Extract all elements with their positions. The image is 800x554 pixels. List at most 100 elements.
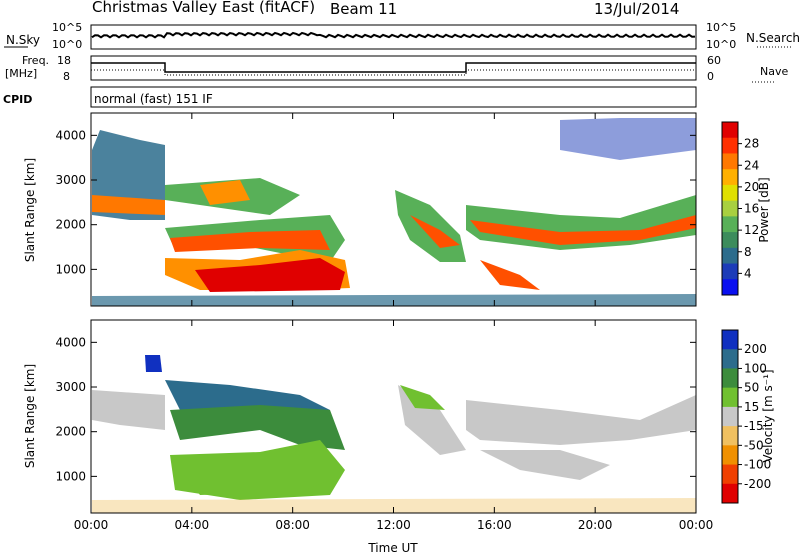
colorbar-swatch	[722, 464, 738, 485]
colorbar-tick-label: -200	[744, 477, 771, 491]
noise-sky-line	[91, 31, 696, 39]
nave-tick-bottom: 0	[707, 70, 714, 83]
colorbar-tick-label: 15	[744, 400, 759, 414]
cpid-text: normal (fast) 151 IF	[94, 92, 213, 106]
nave-tick-top: 60	[707, 54, 721, 67]
x-axis-label: Time UT	[367, 541, 418, 554]
colorbar-tick-label: -100	[744, 458, 771, 472]
colorbar-tick-label: 8	[744, 245, 752, 259]
echo-region	[195, 258, 345, 292]
x-tick-label: 12:00	[376, 518, 411, 532]
beam-title: Beam 11	[330, 0, 398, 18]
freq-trace	[91, 62, 696, 73]
freq-panel-frame	[90, 55, 697, 81]
colorbar-swatch	[722, 184, 738, 202]
power-y-axis: 1000 2000 3000 4000	[55, 128, 696, 276]
noise-left-tick-top: 10^5	[52, 21, 82, 34]
colorbar-swatch	[722, 349, 738, 369]
y-tick-label: 1000	[55, 469, 86, 483]
echo-region	[92, 195, 165, 215]
echo-region	[560, 118, 696, 160]
colorbar-swatch	[722, 122, 738, 139]
cpid-panel-frame	[90, 86, 697, 108]
colorbar-tick-label: 50	[744, 381, 759, 395]
x-tick-label: 00:00	[679, 518, 714, 532]
x-tick-label: 20:00	[578, 518, 613, 532]
freq-panel: Freq. [MHz] 18 8 60 0 Nave	[5, 54, 788, 83]
x-tick-label: 04:00	[175, 518, 210, 532]
date-title: 13/Jul/2014	[594, 0, 680, 18]
colorbar-tick-label: 16	[744, 202, 759, 216]
cpid-label: CPID	[3, 93, 32, 106]
echo-region	[145, 355, 162, 372]
colorbar-swatch	[722, 279, 738, 296]
noise-right-tick-bottom: 10^0	[706, 38, 736, 51]
y-tick-label: 3000	[55, 380, 86, 394]
colorbar-tick-label: 100	[744, 361, 767, 375]
noise-right-label: N.Search	[746, 31, 800, 45]
colorbar-swatch	[722, 153, 738, 170]
noise-trace	[91, 31, 696, 39]
nave-label: Nave	[760, 65, 788, 78]
cpid-panel: CPID normal (fast) 151 IF	[3, 86, 697, 108]
colorbar-swatch	[722, 406, 738, 427]
colorbar-swatch	[722, 200, 738, 217]
y-tick-label: 4000	[55, 128, 86, 142]
x-tick-label: 08:00	[275, 518, 310, 532]
y-tick-label: 2000	[55, 218, 86, 232]
colorbar-swatch	[722, 387, 738, 408]
noise-left-tick-bottom: 10^0	[52, 38, 82, 51]
x-axis: 00:00 04:00 08:00 12:00 16:00 20:00 00:00	[74, 113, 714, 532]
echo-region	[480, 260, 540, 290]
echo-region	[180, 460, 330, 495]
power-echo-regions	[92, 118, 696, 306]
colorbar-frame	[721, 329, 739, 504]
colorbar-swatch	[722, 263, 738, 280]
noise-left-label: N.Sky	[6, 33, 40, 47]
colorbar-tick-label: 4	[744, 266, 752, 280]
station-title: Christmas Valley East (fitACF)	[92, 0, 316, 16]
colorbar-tick-label: 12	[744, 223, 759, 237]
y-tick-label: 4000	[55, 335, 86, 349]
freq-tick-bottom: 8	[63, 70, 70, 83]
noise-panel: N.Sky 10^5 10^0 10^5 10^0 N.Search	[4, 21, 800, 51]
colorbar-tick-label: 24	[744, 158, 759, 172]
echo-region	[480, 450, 610, 480]
freq-label-2: [MHz]	[5, 67, 37, 80]
power-colorbar: 28 24 20 16 12 8 4	[721, 121, 759, 296]
velocity-ylabel: Slant Range [km]	[23, 364, 37, 468]
colorbar-tick-label: 20	[744, 180, 759, 194]
colorbar-tick-label: 28	[744, 137, 759, 151]
echo-region	[92, 498, 696, 513]
colorbar-swatch	[722, 368, 738, 389]
echo-region	[410, 215, 460, 248]
nave-trace	[91, 69, 696, 76]
echo-region	[170, 230, 330, 252]
colorbar-swatch	[722, 247, 738, 265]
colorbar-swatch	[722, 330, 738, 350]
echo-region	[200, 180, 250, 205]
colorbar-swatch	[722, 232, 738, 249]
noise-panel-frame	[90, 24, 697, 50]
velocity-colorbar: 200 100 50 15 -15 -50 -100 -200	[721, 329, 771, 504]
velocity-y-axis: 1000 2000 3000 4000	[55, 335, 696, 483]
power-colorbar-label: Power [dB]	[757, 177, 771, 242]
y-tick-label: 3000	[55, 173, 86, 187]
colorbar-swatch	[722, 445, 738, 466]
colorbar-tick-label: -50	[744, 438, 764, 452]
echo-region	[400, 385, 445, 410]
y-tick-label: 1000	[55, 262, 86, 276]
y-tick-label: 2000	[55, 425, 86, 439]
echo-region	[92, 390, 165, 430]
velocity-echo-regions	[92, 355, 696, 513]
x-tick-label: 16:00	[477, 518, 512, 532]
colorbar-swatch	[722, 137, 738, 154]
velocity-colorbar-label: Velocity [m s⁻¹]	[761, 369, 775, 462]
noise-right-tick-top: 10^5	[706, 21, 736, 34]
power-panel: 1000 2000 3000 4000 Slant Range [km] 28 24 20…	[23, 112, 771, 307]
velocity-panel: 1000 2000 3000 4000 Slant Range [km] 200 100…	[23, 319, 775, 514]
colorbar-tick-label: 200	[744, 342, 767, 356]
colorbar-swatch	[722, 169, 738, 186]
echo-region	[170, 405, 345, 450]
